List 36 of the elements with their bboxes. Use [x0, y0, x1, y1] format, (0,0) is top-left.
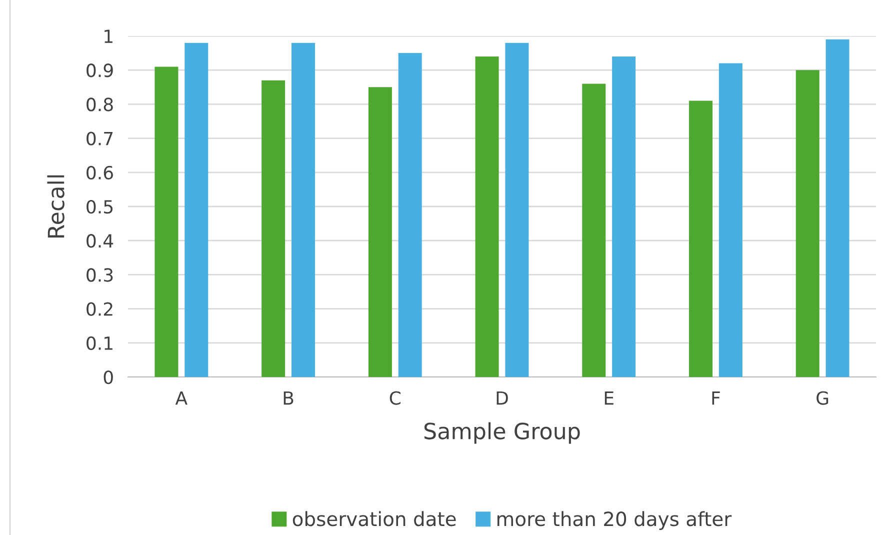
bar	[475, 56, 499, 377]
x-tick-label: D	[496, 391, 508, 405]
legend-label: observation date	[292, 511, 456, 526]
bar	[796, 70, 820, 377]
bar	[612, 56, 636, 377]
x-tick-label: G	[816, 391, 828, 405]
y-tick-label: 0.6	[86, 166, 113, 180]
x-tick-label: A	[175, 391, 188, 405]
y-tick-label: 0.2	[86, 302, 112, 316]
x-tick-label: F	[712, 391, 720, 405]
y-tick-label: 0.9	[86, 64, 113, 78]
x-axis-title: Sample Group	[424, 422, 580, 444]
bar	[826, 39, 850, 377]
y-tick-label: 0.8	[86, 98, 113, 112]
y-tick-label: 1	[104, 30, 112, 43]
x-tick-label: B	[284, 391, 294, 405]
x-tick-label: E	[604, 391, 614, 405]
legend-label: more than 20 days after	[497, 511, 732, 530]
y-axis-title: Recall	[47, 175, 64, 238]
y-tick-label: 0.1	[86, 336, 112, 350]
y-tick-label: 0.3	[86, 268, 113, 282]
bar	[398, 53, 422, 377]
y-tick-label: 0.4	[86, 234, 114, 248]
bar	[505, 42, 529, 377]
bar	[154, 66, 178, 377]
y-tick-label: 0.5	[86, 200, 113, 214]
y-tick-label: 0.7	[86, 132, 113, 146]
bar	[184, 42, 208, 377]
bar	[262, 80, 286, 377]
bar	[582, 84, 606, 377]
x-tick-label: C	[390, 391, 400, 405]
bar	[368, 87, 392, 377]
bar	[689, 100, 713, 377]
bar	[718, 63, 742, 377]
y-tick-label: 0	[104, 370, 113, 384]
bar	[291, 42, 315, 377]
